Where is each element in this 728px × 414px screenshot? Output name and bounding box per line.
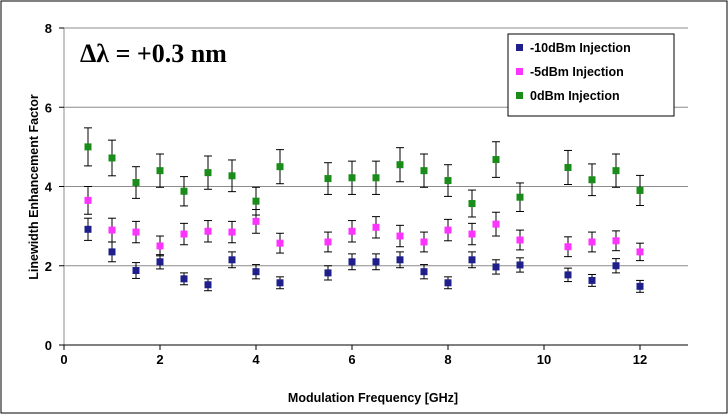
data-point (324, 175, 332, 183)
data-point (516, 193, 524, 201)
data-point (564, 271, 572, 279)
data-point (372, 174, 380, 182)
chart-annotation: Δλ = +0.3 nm (80, 39, 227, 68)
data-point (396, 256, 404, 264)
legend-label: 0dBm Injection (530, 89, 620, 103)
data-point (612, 167, 620, 175)
x-tick-label: 0 (60, 352, 67, 367)
x-tick-label: 2 (156, 352, 163, 367)
data-point (108, 154, 116, 162)
data-point (180, 275, 188, 283)
legend-marker (516, 44, 523, 51)
legend-label: -5dBm Injection (530, 65, 624, 79)
data-point (180, 230, 188, 238)
data-point (420, 167, 428, 175)
data-series (84, 127, 644, 293)
data-point (84, 143, 92, 151)
legend: -10dBm Injection -5dBm Injection 0dBm Inje… (507, 33, 675, 117)
data-point (468, 256, 476, 264)
data-point (132, 228, 140, 236)
data-point (348, 258, 356, 266)
data-point (612, 237, 620, 245)
data-point (516, 261, 524, 269)
data-point (636, 248, 644, 256)
data-point (444, 226, 452, 234)
x-tick-label: 12 (633, 352, 647, 367)
data-point (444, 279, 452, 287)
data-point (276, 279, 284, 287)
data-point (324, 238, 332, 246)
data-point (276, 163, 284, 171)
series-2 (84, 127, 644, 218)
data-point (252, 268, 260, 276)
y-tick-label: 8 (45, 21, 52, 36)
data-point (348, 174, 356, 182)
y-tick-label: 2 (45, 259, 52, 274)
data-point (468, 200, 476, 208)
data-point (396, 232, 404, 240)
axes (59, 27, 688, 350)
legend-marker (516, 92, 523, 99)
data-point (228, 228, 236, 236)
data-point (588, 276, 596, 284)
y-tick-label: 4 (45, 180, 53, 195)
data-point (132, 179, 140, 187)
x-tick-label: 10 (537, 352, 551, 367)
y-tick-labels: 0 2 4 6 8 (45, 21, 53, 353)
series-1 (84, 186, 644, 262)
data-point (156, 242, 164, 250)
data-point (108, 226, 116, 234)
data-point (588, 238, 596, 246)
data-point (204, 281, 212, 289)
data-point (324, 269, 332, 277)
data-point (252, 197, 260, 205)
x-tick-labels: 0 2 4 6 8 10 12 (60, 352, 647, 367)
data-point (564, 243, 572, 251)
data-point (84, 196, 92, 204)
data-point (636, 186, 644, 194)
data-point (84, 225, 92, 233)
data-point (204, 227, 212, 235)
data-point (444, 177, 452, 185)
data-point (492, 263, 500, 271)
data-point (348, 227, 356, 235)
y-tick-label: 0 (45, 338, 52, 353)
data-point (180, 187, 188, 195)
legend-box (507, 33, 675, 117)
data-point (420, 238, 428, 246)
data-point (612, 262, 620, 270)
y-axis-title: Linewidth Enhancement Factor (27, 94, 41, 280)
data-point (372, 258, 380, 266)
data-point (396, 161, 404, 169)
data-point (228, 172, 236, 180)
data-point (252, 217, 260, 225)
data-point (420, 268, 428, 276)
data-point (468, 230, 476, 238)
data-point (204, 169, 212, 177)
data-point (372, 223, 380, 231)
x-tick-label: 8 (444, 352, 451, 367)
y-tick-label: 6 (45, 100, 52, 115)
legend-label: -10dBm Injection (530, 41, 631, 55)
data-point (588, 176, 596, 184)
data-point (516, 236, 524, 244)
data-point (108, 248, 116, 256)
data-point (132, 267, 140, 275)
data-point (276, 239, 284, 247)
x-tick-label: 4 (252, 352, 260, 367)
data-point (636, 282, 644, 290)
x-tick-label: 6 (348, 352, 355, 367)
x-axis-title: Modulation Frequency [GHz] (288, 391, 458, 405)
data-point (156, 167, 164, 175)
legend-marker (516, 68, 523, 75)
data-point (492, 156, 500, 164)
data-point (156, 258, 164, 266)
series-0 (84, 217, 644, 293)
data-point (492, 220, 500, 228)
data-point (228, 256, 236, 264)
data-point (564, 163, 572, 171)
